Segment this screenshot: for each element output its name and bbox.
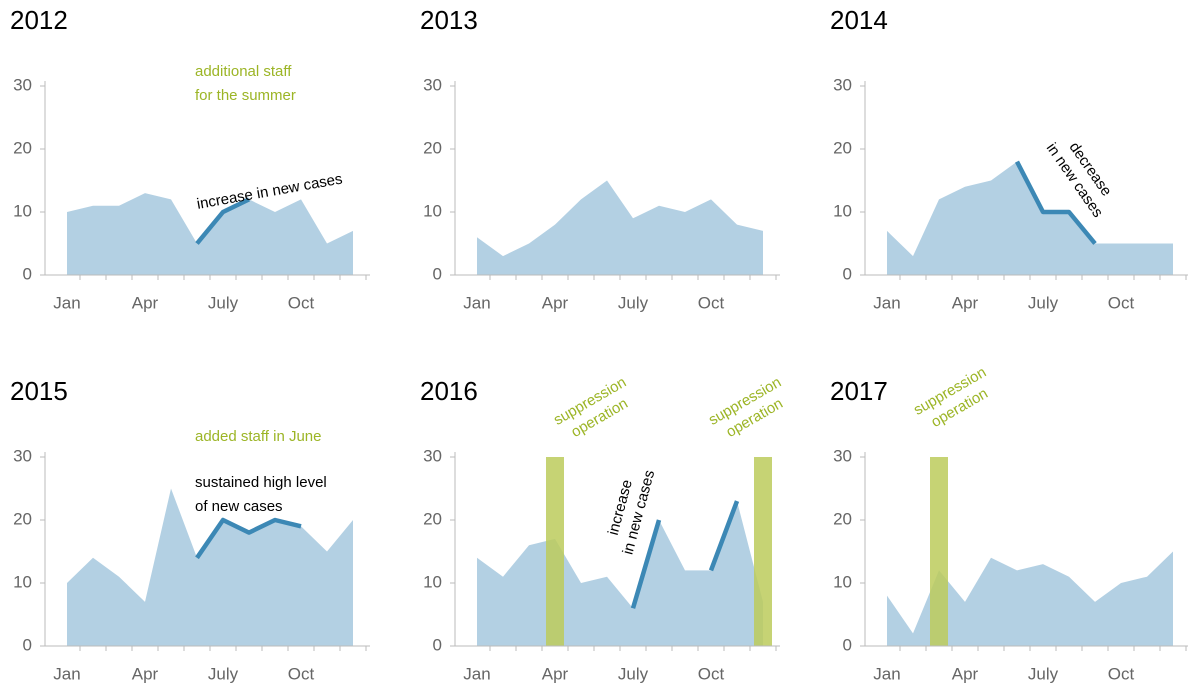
x-tick-label: Oct	[698, 293, 725, 312]
panel: 2015 0 10 20 30 Jan Apr July Oct added staff in J…	[10, 376, 370, 683]
y-tick-label: 30	[423, 75, 442, 94]
band-bar	[930, 457, 948, 646]
band-bar	[754, 457, 772, 646]
x-tick-label: Oct	[1108, 293, 1135, 312]
y-tick-label: 30	[423, 446, 442, 465]
annotation-text: increase in new cases	[195, 170, 343, 212]
band-bar	[546, 457, 564, 646]
chart-title: 2014	[830, 5, 888, 35]
y-tick-label: 0	[843, 264, 852, 283]
y-tick-label: 0	[23, 264, 32, 283]
x-tick-label: Jan	[463, 664, 490, 683]
area	[477, 180, 763, 275]
x-tick-label: July	[1028, 293, 1059, 312]
y-tick-label: 30	[833, 75, 852, 94]
annotation-text: additional staff	[195, 63, 292, 80]
x-tick-label: Oct	[698, 664, 725, 683]
y-tick-label: 10	[833, 201, 852, 220]
highlight-line	[195, 517, 302, 560]
chart-title: 2015	[10, 376, 68, 406]
y-tick-label: 20	[13, 509, 32, 528]
highlight-line	[1015, 160, 1097, 245]
y-tick-label: 30	[13, 446, 32, 465]
chart-title: 2013	[420, 5, 478, 35]
highlight-line	[630, 519, 662, 609]
y-tick-label: 0	[843, 635, 852, 654]
x-tick-label: Apr	[132, 664, 159, 683]
x-tick-label: Jan	[53, 293, 80, 312]
y-tick-label: 10	[423, 572, 442, 591]
x-tick-label: Jan	[463, 293, 490, 312]
x-tick-label: Apr	[952, 293, 979, 312]
x-tick-label: July	[618, 664, 649, 683]
x-tick-label: Apr	[542, 664, 569, 683]
area	[67, 488, 353, 646]
x-tick-label: Apr	[952, 664, 979, 683]
highlight-line	[195, 197, 250, 245]
y-tick-label: 10	[423, 201, 442, 220]
chart-title: 2017	[830, 376, 888, 406]
y-tick-label: 20	[423, 509, 442, 528]
panel: 2017 0 10 20 30 Jan Apr July Oct suppressionopera…	[830, 364, 1188, 683]
annotation: sustained high level of new cases	[195, 474, 327, 515]
y-tick-label: 20	[423, 138, 442, 157]
annotation: added staff in June	[195, 428, 322, 445]
x-tick-label: Jan	[53, 664, 80, 683]
y-tick-label: 20	[833, 138, 852, 157]
chart-title: 2016	[420, 376, 478, 406]
y-tick-label: 10	[13, 572, 32, 591]
panel: 2012 0 10 20 30 Jan Apr July Oct additional staff…	[10, 5, 370, 312]
y-tick-label: 30	[833, 446, 852, 465]
y-tick-label: 20	[13, 138, 32, 157]
y-tick-label: 10	[13, 201, 32, 220]
y-tick-label: 10	[833, 572, 852, 591]
x-tick-label: July	[618, 293, 649, 312]
x-tick-label: July	[1028, 664, 1059, 683]
y-tick-label: 0	[23, 635, 32, 654]
annotation-text: for the summer	[195, 87, 296, 104]
panel: 2013 0 10 20 30 Jan Apr July Oct	[420, 5, 780, 312]
x-tick-label: July	[208, 293, 239, 312]
panel: 2016 0 10 20 30 Jan Apr July Oct suppressionopera…	[420, 374, 786, 684]
y-tick-label: 0	[433, 635, 442, 654]
x-tick-label: Apr	[542, 293, 569, 312]
annotation: increase in new cases	[195, 170, 343, 212]
y-tick-label: 0	[433, 264, 442, 283]
annotation-text: of new cases	[195, 498, 283, 515]
x-tick-label: Jan	[873, 664, 900, 683]
annotation-text: added staff in June	[195, 428, 322, 445]
x-tick-label: Oct	[288, 293, 315, 312]
x-tick-label: Apr	[132, 293, 159, 312]
chart-title: 2012	[10, 5, 68, 35]
y-tick-label: 30	[13, 75, 32, 94]
annotation: additional staff for the summer	[195, 63, 296, 104]
area	[887, 161, 1173, 275]
annotation-text: sustained high level	[195, 474, 327, 491]
x-tick-label: Oct	[288, 664, 315, 683]
x-tick-label: Oct	[1108, 664, 1135, 683]
highlight-line	[708, 500, 740, 572]
area	[67, 193, 353, 275]
x-tick-label: Jan	[873, 293, 900, 312]
area	[887, 551, 1173, 646]
y-tick-label: 20	[833, 509, 852, 528]
x-tick-label: July	[208, 664, 239, 683]
